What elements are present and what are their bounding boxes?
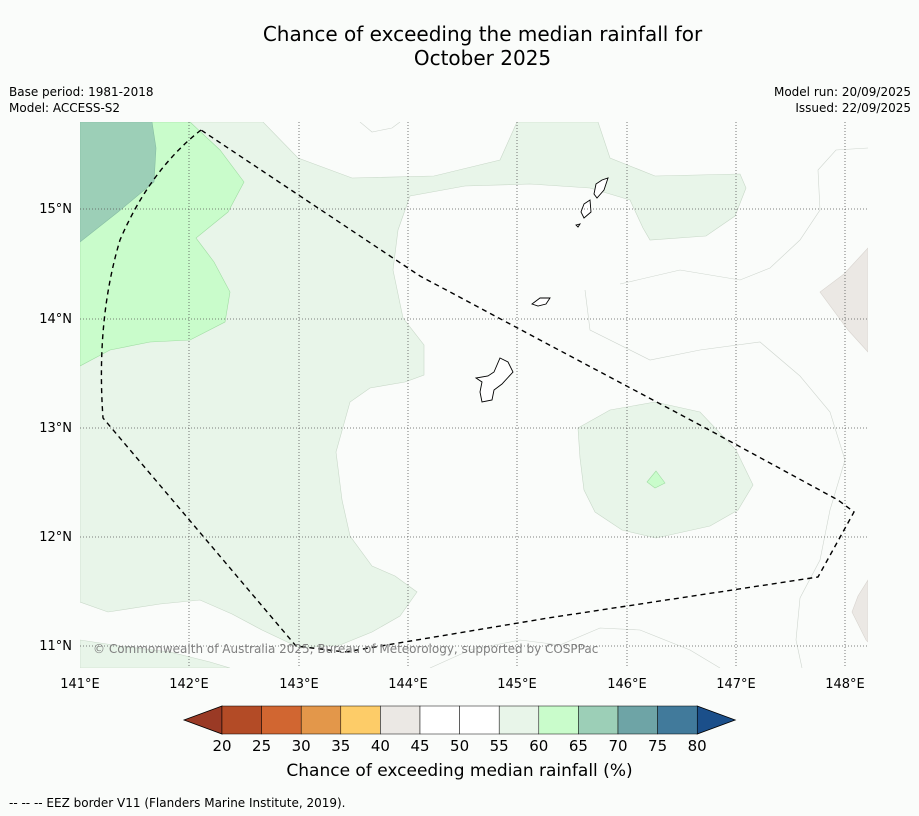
- colorbar-bin: [498, 705, 540, 735]
- graticule: [80, 122, 868, 668]
- colorbar-bin: [617, 705, 658, 735]
- meta-left: Base period: 1981-2018 Model: ACCESS-S2: [9, 84, 154, 116]
- contour-40-45-southeast: [851, 579, 868, 643]
- island-tinian: [580, 199, 592, 219]
- colorbar-tick-label: 30: [292, 737, 311, 755]
- colorbar-tick-label: 35: [331, 737, 350, 755]
- colorbar-tick-label: 40: [371, 737, 390, 755]
- base-period-text: Base period: 1981-2018: [9, 85, 154, 99]
- title-line-2: October 2025: [413, 46, 552, 70]
- colorbar-tick-label: 70: [608, 737, 627, 755]
- colorbar-under-arrow: [182, 705, 223, 735]
- colorbar-bin: [380, 705, 421, 735]
- contour-lines: [359, 122, 868, 668]
- colorbar-tick-label: 20: [212, 737, 231, 755]
- lon-label: 144°E: [388, 677, 428, 692]
- islands: [474, 177, 609, 403]
- chart-title: Chance of exceeding the median rainfall …: [0, 22, 919, 70]
- contour-55-60-west: [80, 122, 747, 649]
- colorbar-tick-label: 60: [529, 737, 548, 755]
- colorbar-tick-label: 25: [252, 737, 271, 755]
- lon-label: 147°E: [716, 677, 756, 692]
- colorbar-tick-label: 75: [648, 737, 667, 755]
- colorbar-title: Chance of exceeding median rainfall (%): [286, 761, 633, 781]
- meta-right: Model run: 20/09/2025 Issued: 22/09/2025: [774, 84, 911, 116]
- lat-label: 12°N: [39, 530, 72, 545]
- colorbar-bin: [340, 705, 381, 735]
- contour-65-70: [80, 122, 157, 243]
- island-saipan: [593, 177, 609, 199]
- island-aguijan: [575, 223, 582, 228]
- lat-label: 15°N: [39, 202, 72, 217]
- latitude-labels: 15°N 14°N 13°N 12°N 11°N: [39, 202, 72, 654]
- contour-60-65-east: [646, 470, 666, 489]
- lon-label: 141°E: [60, 677, 100, 692]
- lon-label: 145°E: [497, 677, 537, 692]
- colorbar-bin: [261, 705, 302, 735]
- colorbar-bin: [459, 705, 500, 735]
- eez-legend-text: -- -- -- EEZ border V11 (Flanders Marine…: [9, 796, 346, 810]
- contour-55-60-east: [577, 401, 754, 539]
- title-line-1: Chance of exceeding the median rainfall …: [262, 22, 703, 46]
- colorbar-bin: [657, 705, 698, 735]
- colorbar-bin: [419, 705, 460, 735]
- lon-label: 142°E: [169, 677, 209, 692]
- copyright-text: © Commonwealth of Australia 2025, Bureau…: [93, 642, 598, 656]
- colorbar-over-arrow: [696, 705, 737, 735]
- longitude-labels: 141°E 142°E 143°E 144°E 145°E 146°E 147°…: [60, 677, 865, 692]
- colorbar-bin: [578, 705, 619, 735]
- issued-text: Issued: 22/09/2025: [795, 101, 911, 115]
- lat-label: 13°N: [39, 421, 72, 436]
- lat-label: 11°N: [39, 639, 72, 654]
- lon-label: 143°E: [279, 677, 319, 692]
- lon-label: 146°E: [607, 677, 647, 692]
- contour-40-45-east: [819, 247, 868, 353]
- model-run-text: Model run: 20/09/2025: [773, 85, 911, 99]
- eez-border: [100, 129, 855, 653]
- island-rota: [531, 297, 551, 307]
- colorbar-tick-label: 55: [490, 737, 509, 755]
- lon-label: 148°E: [825, 677, 865, 692]
- colorbar-bin: [300, 705, 342, 735]
- colorbar-tick-label: 80: [688, 737, 707, 755]
- colorbar: 20 25 30 35 40 45 50 55 60 65 70 75 80: [182, 705, 737, 755]
- lat-label: 14°N: [39, 312, 72, 327]
- colorbar-tick-label: 45: [410, 737, 429, 755]
- colorbar-tick-label: 65: [569, 737, 588, 755]
- colorbar-tick-label: 50: [450, 737, 469, 755]
- map-area: © Commonwealth of Australia 2025, Bureau…: [80, 122, 868, 668]
- colorbar-bin: [538, 705, 579, 735]
- island-guam: [474, 357, 514, 403]
- colorbar-bin: [221, 705, 262, 735]
- model-text: Model: ACCESS-S2: [9, 101, 121, 115]
